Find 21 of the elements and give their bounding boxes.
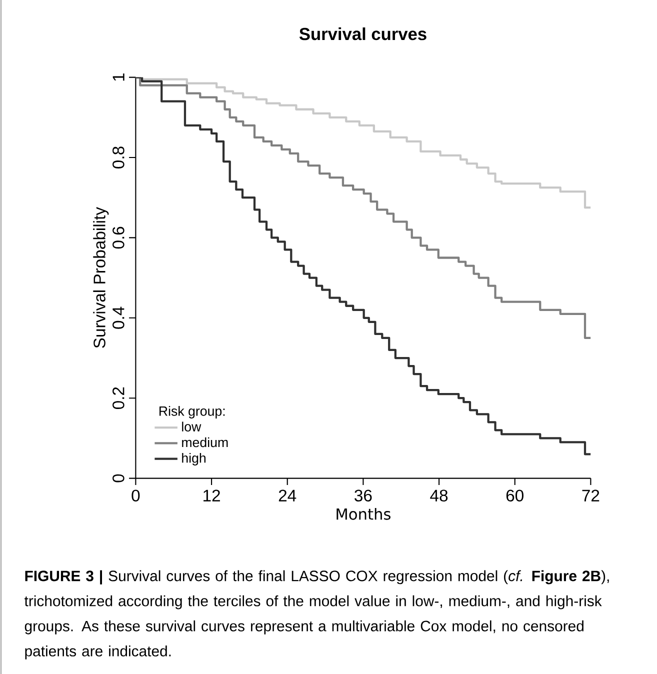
y-tick-label: 0.4 — [112, 306, 124, 329]
x-tick-label: 48 — [430, 490, 448, 502]
y-axis-title: Survival Probability — [93, 207, 109, 348]
legend-label: low — [182, 422, 202, 432]
x-tick-label: 24 — [278, 490, 296, 502]
x-tick-label: 0 — [132, 490, 140, 502]
legend-label: medium — [182, 437, 228, 448]
y-tick-label: 1 — [112, 73, 124, 81]
x-tick-label: 12 — [204, 490, 220, 502]
y-tick-label: 0.8 — [112, 146, 124, 168]
x-tick-label: 36 — [354, 490, 372, 502]
x-tick-label: 60 — [506, 490, 524, 502]
y-tick-label: 0.6 — [112, 226, 124, 249]
x-tick-label: 72 — [582, 490, 600, 502]
chart-title: Survival curves — [299, 27, 426, 40]
y-tick-label: 0.2 — [112, 387, 124, 410]
y-tick-label: 0 — [112, 474, 124, 482]
legend-label: high — [182, 453, 206, 466]
text: FIGURE 3 | Survival curves of the final LASSO COX regression model (cf. Figure 2B), trichotomized according the terciles of the model value in low-, medium-, and high-risk groups. As these survival curves represent a multivariable Cox model, no censored patients are indicated. — [24, 570, 609, 660]
x-axis-title: Months — [336, 508, 390, 520]
legend-title: Risk group: — [160, 406, 225, 418]
